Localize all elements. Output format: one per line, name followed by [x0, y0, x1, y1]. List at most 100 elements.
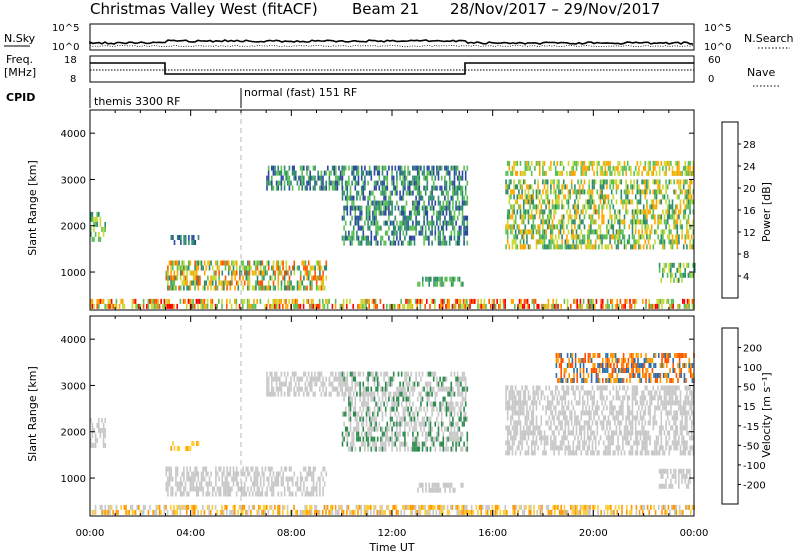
velocity-cell [559, 445, 562, 451]
power-cell [402, 185, 405, 191]
power-cell [546, 244, 549, 250]
velocity-cell [322, 486, 324, 492]
velocity-cell [200, 486, 203, 492]
velocity-cell [165, 504, 167, 510]
velocity-cell [412, 426, 414, 432]
power-cell [415, 205, 417, 211]
velocity-cell [517, 509, 519, 515]
velocity-cell [537, 395, 539, 401]
velocity-cell [432, 386, 435, 392]
power-cell [431, 200, 433, 206]
power-cell [694, 267, 696, 273]
velocity-cell [442, 431, 445, 437]
power-cell [574, 199, 576, 205]
velocity-cell [426, 509, 428, 515]
velocity-cell [579, 504, 582, 510]
power-cell [90, 226, 92, 232]
power-cell [263, 270, 265, 276]
velocity-cell [408, 381, 411, 387]
power-cell [553, 179, 555, 185]
velocity-cell [539, 509, 542, 515]
power-cell [344, 205, 347, 211]
power-cell [542, 224, 544, 230]
velocity-cell [567, 420, 570, 426]
velocity-cell [519, 400, 522, 406]
velocity-cell [461, 371, 464, 377]
power-cell [325, 265, 328, 271]
velocity-cell [314, 391, 316, 397]
power-cell [270, 303, 273, 309]
velocity-cell [179, 486, 182, 492]
power-cell [586, 165, 589, 171]
velocity-cell [285, 476, 288, 482]
velocity-cell [253, 476, 256, 482]
power-cell [288, 298, 290, 304]
power-cell [376, 240, 379, 246]
power-cell [601, 209, 603, 215]
velocity-cell [460, 446, 462, 452]
power-cell [218, 280, 220, 286]
power-cell [575, 204, 578, 210]
velocity-cell [418, 371, 421, 377]
power-cell [646, 184, 648, 190]
velocity-cell [248, 491, 251, 497]
power-cell [673, 224, 675, 230]
power-cell [283, 170, 286, 176]
power-cell [575, 189, 578, 195]
power-cell [602, 184, 605, 190]
power-cell [173, 240, 176, 245]
power-cell [506, 234, 509, 240]
power-cell [440, 175, 443, 181]
velocity-cell [456, 436, 459, 442]
power-cell [365, 205, 368, 211]
power-cell [167, 280, 169, 286]
power-cell [439, 205, 441, 211]
velocity-cell [432, 401, 435, 407]
power-cell [666, 209, 669, 215]
power-cell [506, 209, 509, 215]
power-cell [258, 260, 260, 266]
velocity-cell [413, 504, 415, 510]
power-cell [304, 285, 307, 291]
nave-tick-top: 60 [708, 55, 721, 66]
power-cell [614, 219, 616, 225]
power-cell [574, 204, 576, 210]
power-cell [606, 244, 608, 250]
power-cell [610, 244, 613, 250]
velocity-cell [578, 390, 581, 396]
velocity-cell [570, 504, 572, 510]
velocity-cell [269, 391, 271, 397]
power-cell [561, 199, 563, 205]
power-cell [691, 298, 694, 304]
power-cell [364, 185, 366, 191]
power-cell [527, 199, 530, 205]
velocity-cell [460, 381, 462, 387]
power-cell [647, 239, 650, 245]
power-cell [622, 204, 624, 210]
velocity-cell [380, 441, 382, 447]
power-cell [392, 220, 395, 226]
velocity-cell [375, 371, 377, 377]
velocity-cell [421, 446, 424, 452]
power-cell [229, 280, 232, 286]
power-cell [165, 270, 168, 276]
power-cell [601, 170, 603, 176]
velocity-cell [691, 504, 694, 510]
velocity-cell [424, 421, 427, 427]
power-cell [662, 209, 664, 215]
power-cell [370, 175, 373, 181]
velocity-cell [421, 386, 424, 392]
power-cell [636, 214, 639, 220]
velocity-cell [200, 509, 202, 515]
velocity-cell [543, 445, 546, 451]
power-cell [591, 244, 594, 250]
velocity-cell [91, 509, 94, 515]
power-cell [590, 214, 592, 220]
velocity-cell [630, 509, 633, 515]
velocity-cell [577, 445, 579, 451]
velocity-cell [389, 416, 392, 422]
velocity-cell [312, 391, 315, 397]
velocity-cell [303, 371, 305, 377]
velocity-cell [458, 436, 461, 442]
velocity-cell [282, 509, 284, 515]
